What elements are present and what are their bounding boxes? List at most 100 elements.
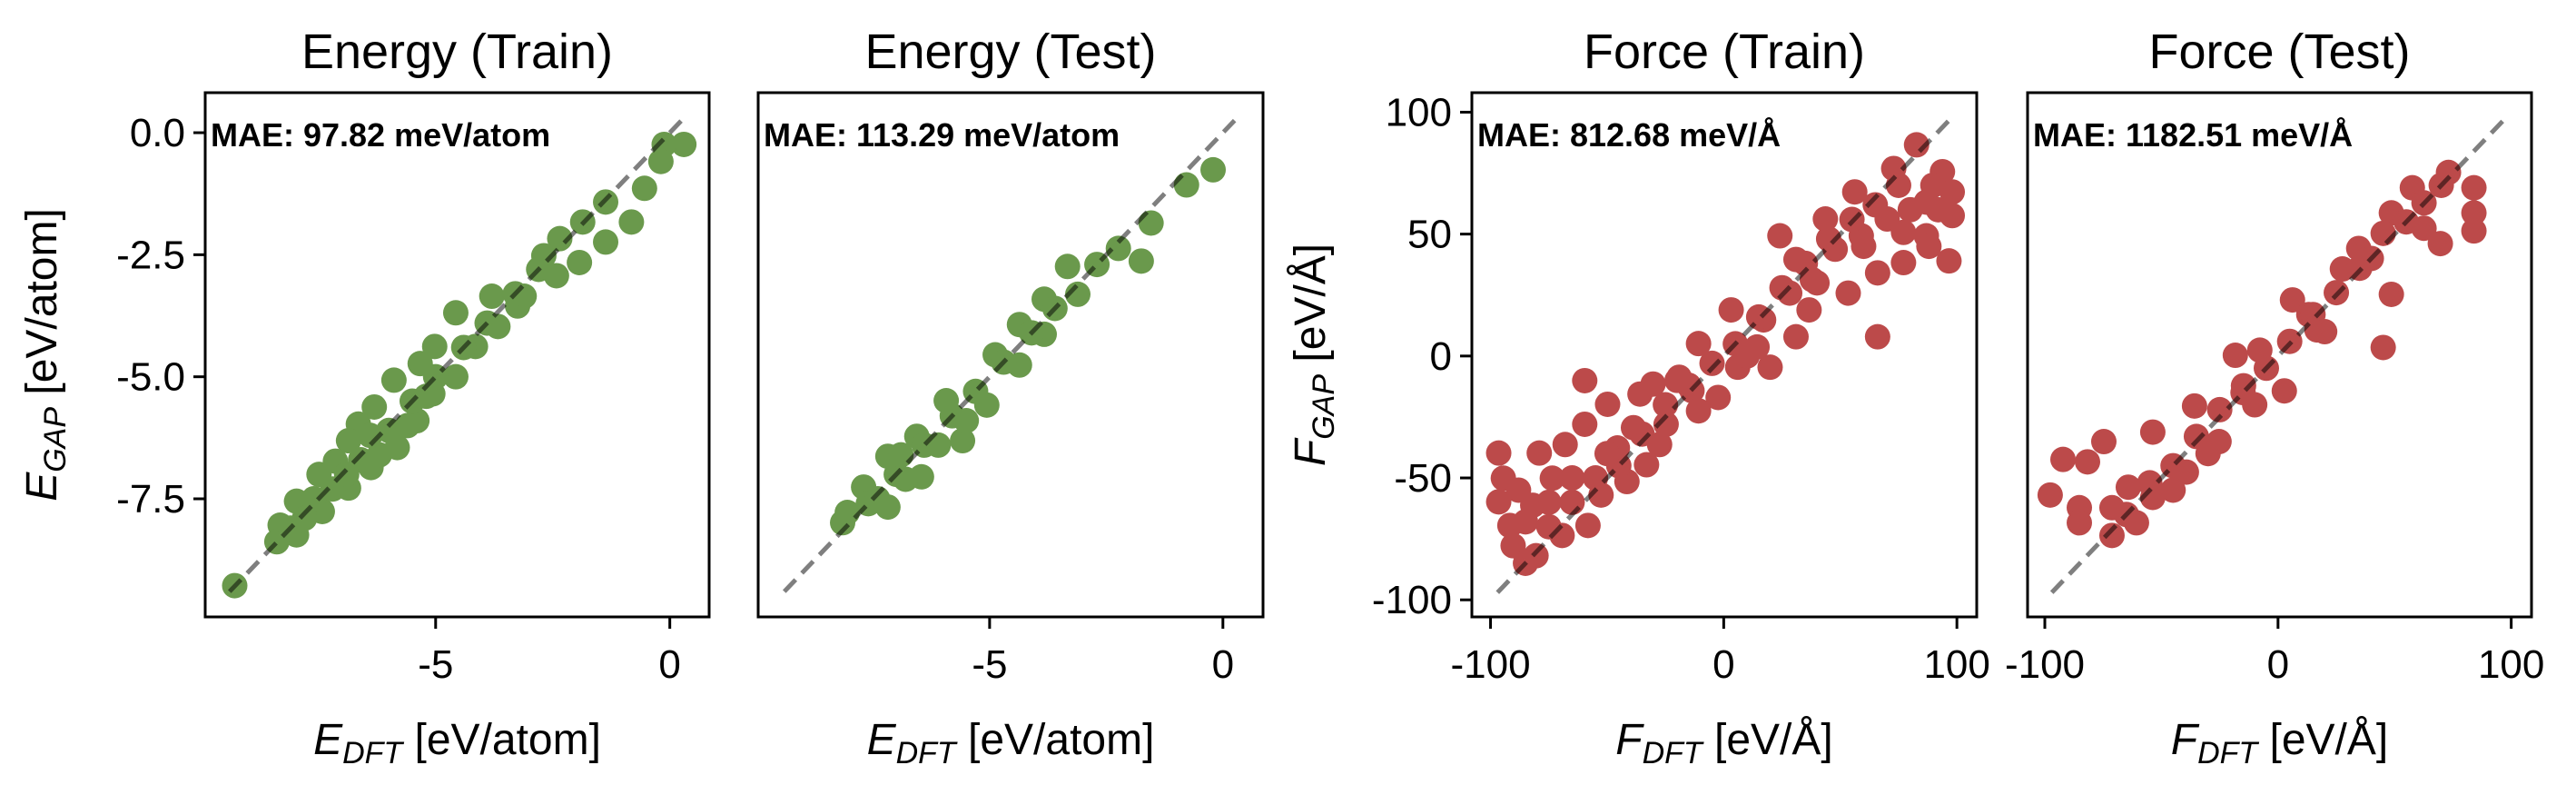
scatter-point: [394, 412, 420, 439]
scatter-point: [1629, 421, 1655, 447]
scatter-point: [1513, 509, 1539, 535]
scatter-point: [2370, 220, 2396, 246]
scatter-point: [2098, 522, 2125, 549]
y-axis-label: EGAP [eV/atom]: [18, 208, 73, 502]
x-tick-label: 0: [658, 642, 680, 687]
scatter-point: [618, 209, 645, 235]
scatter-points: [1485, 132, 1966, 576]
scatter-point: [1782, 323, 1809, 350]
scatter-point: [1767, 223, 1793, 249]
subplot-title: Energy (Train): [301, 25, 613, 79]
axis-subscript: DFT: [1643, 736, 1704, 770]
scatter-point: [830, 510, 856, 536]
scatter-point: [413, 383, 439, 410]
scatter-point: [2075, 449, 2101, 475]
scatter-point: [593, 229, 619, 255]
scatter-point: [1841, 179, 1868, 205]
scatter-point: [2067, 510, 2093, 536]
subplot-title: Force (Test): [2148, 25, 2410, 79]
scatter-point: [2461, 218, 2487, 244]
y-tick-label: 50: [1407, 213, 1452, 257]
scatter-point: [1851, 234, 1877, 260]
scatter-point: [1627, 381, 1653, 407]
scatter-point: [1699, 350, 1725, 376]
scatter-point: [1796, 297, 1822, 323]
scatter-point: [2279, 287, 2305, 313]
scatter-point: [1485, 440, 1512, 466]
y-axis-label: FGAP [eV/Å]: [1287, 243, 1341, 466]
scatter-point: [1128, 248, 1154, 274]
scatter-point: [2461, 174, 2487, 201]
mae-annotation: MAE: 113.29 meV/atom: [764, 116, 1120, 154]
scatter-point: [366, 442, 392, 468]
scatter-point: [1685, 398, 1712, 424]
scatter-point: [2195, 441, 2221, 467]
scatter-point: [1505, 477, 1532, 503]
scatter-point: [2222, 343, 2248, 369]
x-axis-label: EDFT [eV/atom]: [313, 716, 601, 770]
mae-annotation: MAE: 812.68 meV/Å: [1477, 116, 1781, 154]
scatter-point: [1552, 432, 1578, 458]
parity-line: [228, 118, 684, 593]
subplot-1: Energy (Train) MAE: 97.82 meV/atom -5 0 0.0 -…: [18, 25, 711, 770]
x-tick-label: -100: [2005, 642, 2085, 687]
scatter-point: [380, 367, 407, 393]
subplot-title: Energy (Test): [864, 25, 1156, 79]
scatter-point: [2181, 393, 2207, 419]
x-tick-label: 0: [2267, 642, 2289, 687]
scatter-point: [2137, 470, 2163, 496]
x-tick-label: -5: [418, 642, 453, 687]
subplot-4: Force (Test) MAE: 1182.51 meV/Å -100 0 100 FD…: [2005, 25, 2544, 770]
axis-unit: [eV/atom]: [18, 208, 66, 407]
scatter-point: [1897, 196, 1923, 223]
axes-frame: [203, 91, 711, 619]
scatter-point: [335, 428, 361, 454]
scatter-point: [442, 300, 469, 326]
scatter-point: [2370, 334, 2396, 361]
axes-frame: [2026, 91, 2533, 619]
scatter-point: [2271, 378, 2297, 404]
parity-line: [1495, 117, 1952, 594]
axis-symbol: F: [2171, 716, 2200, 764]
scatter-point: [2242, 392, 2268, 418]
axis-subscript: GAP: [38, 407, 73, 472]
scatter-point: [1594, 391, 1621, 417]
axis-symbol: E: [867, 716, 897, 764]
scatter-point: [1572, 367, 1598, 393]
scatter-point: [2139, 419, 2166, 445]
scatter-point: [333, 462, 360, 488]
scatter-point: [864, 485, 891, 512]
x-tick-label: 100: [1923, 642, 1989, 687]
scatter-point: [567, 249, 593, 275]
subplot-title: Force (Train): [1584, 25, 1865, 79]
scatter-point: [1485, 489, 1512, 515]
scatter-point: [1864, 323, 1890, 350]
scatter-point: [442, 363, 469, 390]
x-tick-label: -5: [972, 642, 1007, 687]
scatter-points: [2037, 159, 2487, 549]
y-tick-label: -5.0: [116, 355, 185, 400]
scatter-point: [1835, 280, 1861, 306]
scatter-point: [2090, 429, 2117, 455]
scatter-point: [1173, 172, 1199, 198]
x-axis-label: FDFT [eV/Å]: [2171, 716, 2389, 770]
x-tick-label: 100: [2478, 642, 2544, 687]
scatter-point: [1583, 465, 1609, 492]
scatter-point: [1633, 452, 1660, 478]
scatter-point: [1054, 253, 1081, 280]
scatter-point: [2312, 319, 2338, 345]
axis-unit: [eV/atom]: [956, 716, 1155, 764]
scatter-point: [1572, 411, 1598, 437]
scatter-point: [2037, 482, 2063, 508]
axis-subscript: DFT: [896, 736, 958, 770]
axis-symbol: E: [18, 472, 66, 502]
scatter-point: [925, 432, 952, 458]
mae-annotation: MAE: 97.82 meV/atom: [211, 116, 550, 154]
scatter-point: [547, 225, 573, 252]
scatter-point: [1685, 331, 1712, 357]
scatter-point: [1903, 132, 1930, 158]
scatter-point: [1653, 411, 1679, 437]
scatter-point: [1535, 489, 1562, 515]
axis-symbol: E: [313, 716, 343, 764]
